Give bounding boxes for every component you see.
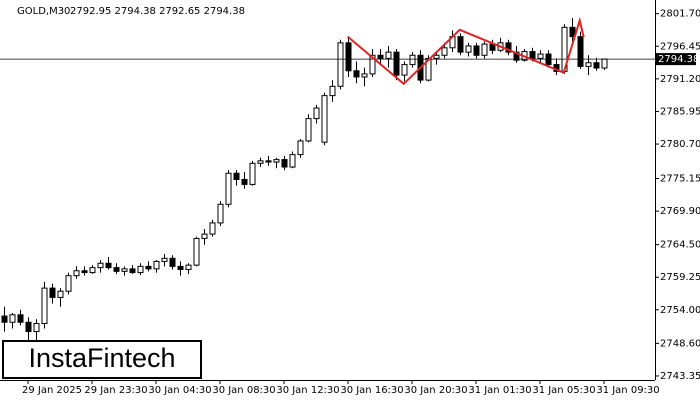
candle-body <box>337 42 344 87</box>
candle-body <box>265 160 272 163</box>
candle-body <box>321 95 328 143</box>
candle-body <box>433 54 440 59</box>
candle-body <box>313 107 320 120</box>
x-tick-label: 31 Jan 05:30 <box>532 385 595 396</box>
x-tick-label: 30 Jan 16:30 <box>340 385 403 396</box>
candle-body <box>593 62 600 69</box>
x-tick-label: 30 Jan 04:30 <box>148 385 211 396</box>
candle-body <box>233 172 240 180</box>
price-label-box <box>656 53 696 66</box>
candle-body <box>329 85 336 97</box>
candle-body <box>89 267 96 274</box>
y-tick-label: 2780.70 <box>660 139 700 150</box>
candle-body <box>1 315 8 323</box>
y-tick-label: 2791.20 <box>660 74 700 85</box>
candle-body <box>169 257 176 267</box>
candle-body <box>113 267 120 272</box>
candle-body <box>129 268 136 274</box>
candle-body <box>17 314 24 323</box>
candle-body <box>481 43 488 56</box>
price-label: 2794.38 <box>658 54 699 65</box>
y-tick-label: 2754.00 <box>660 305 700 316</box>
candle-body <box>105 262 112 269</box>
candle-body <box>385 51 392 59</box>
candle-body <box>281 159 288 168</box>
candle-body <box>49 287 56 298</box>
candle-body <box>473 45 480 56</box>
candle-body <box>409 54 416 66</box>
y-tick-label: 2759.25 <box>660 272 700 283</box>
candle-body <box>441 47 448 56</box>
candle-body <box>9 314 16 323</box>
watermark: InstaFintech <box>28 343 175 373</box>
candle-body <box>193 237 200 266</box>
candle-body <box>353 70 360 78</box>
candle-body <box>41 287 48 324</box>
candle-body <box>537 53 544 59</box>
candle-body <box>369 54 376 75</box>
candle-body <box>601 58 608 69</box>
x-tick-label: 29 Jan 23:30 <box>84 385 147 396</box>
candle-body <box>577 36 584 67</box>
candle-body <box>153 260 160 270</box>
candle-body <box>137 265 144 274</box>
candle-body <box>33 322 40 333</box>
candle-body <box>209 222 216 235</box>
y-tick-label: 2764.50 <box>660 240 700 251</box>
pattern-line <box>347 16 585 86</box>
candle-body <box>177 265 184 270</box>
candle-body <box>465 45 472 53</box>
chart-title: GOLD,M30 <box>17 6 70 17</box>
x-tick-label: 31 Jan 09:30 <box>596 385 659 396</box>
chart-subtitle: 2792.95 2794.38 2792.65 2794.38 <box>70 6 245 17</box>
candle-body <box>289 154 296 168</box>
candle-body <box>377 54 384 59</box>
candle-body <box>529 51 536 59</box>
candle-body <box>57 290 64 298</box>
candle-body <box>161 257 168 262</box>
y-tick-label: 2796.45 <box>660 41 700 52</box>
candle-body <box>145 265 152 270</box>
candle-body <box>361 73 368 78</box>
candle-body <box>257 160 264 164</box>
candle-body <box>249 162 256 185</box>
candle-body <box>97 262 104 269</box>
x-tick-label: 30 Jan 20:30 <box>404 385 467 396</box>
y-tick-label: 2785.95 <box>660 106 700 117</box>
y-tick-label: 2743.35 <box>660 371 700 382</box>
candle-body <box>201 233 208 239</box>
candle-body <box>217 203 224 224</box>
candle-body <box>241 178 248 185</box>
candle-body <box>25 321 32 333</box>
candle-body <box>569 26 576 38</box>
x-tick-label: 29 Jan 2025 <box>22 385 82 396</box>
candle-body <box>81 270 88 274</box>
candle-body <box>185 264 192 270</box>
candle-body <box>401 64 408 76</box>
candle-body <box>73 270 80 277</box>
candle-body <box>297 140 304 156</box>
y-tick-label: 2775.15 <box>660 174 700 185</box>
y-tick-label: 2748.60 <box>660 338 700 349</box>
watermark-box <box>2 340 202 379</box>
candle-body <box>305 118 312 142</box>
x-tick-label: 30 Jan 08:30 <box>212 385 275 396</box>
candle-body <box>505 42 512 53</box>
candle-body <box>585 62 592 67</box>
candle-body <box>121 268 128 272</box>
candle-body <box>273 159 280 163</box>
candle-body <box>457 36 464 53</box>
x-tick-label: 31 Jan 01:30 <box>468 385 531 396</box>
candle-body <box>345 42 352 72</box>
candle-body <box>225 172 232 205</box>
y-tick-label: 2801.70 <box>660 9 700 20</box>
candle-body <box>425 57 432 81</box>
y-tick-label: 2769.90 <box>660 206 700 217</box>
candle-body <box>65 275 72 292</box>
x-tick-label: 30 Jan 12:30 <box>276 385 339 396</box>
candle-body <box>393 51 400 76</box>
